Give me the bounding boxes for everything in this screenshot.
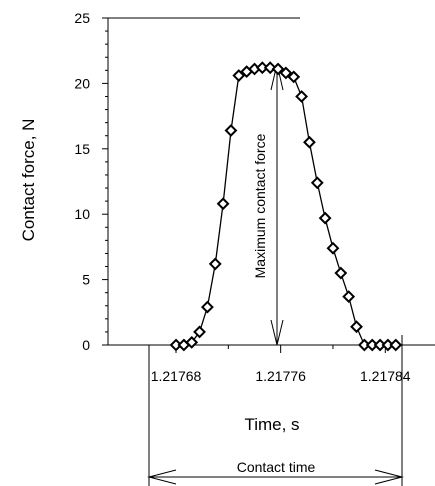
contact-time-arrowhead-right xyxy=(374,469,404,485)
data-point xyxy=(263,61,277,75)
x-ticks: 1.21768 1.21776 1.21784 xyxy=(151,345,411,384)
max-force-label: Maximum contact force xyxy=(252,133,268,278)
data-point xyxy=(185,335,199,349)
data-point xyxy=(271,62,285,76)
data-point xyxy=(193,325,206,339)
max-force-arrowhead-bottom xyxy=(270,319,284,346)
data-point xyxy=(389,338,403,352)
data-point xyxy=(295,90,308,103)
data-point xyxy=(310,176,324,190)
data-point xyxy=(200,300,214,314)
x-tick-label: 1.21776 xyxy=(255,368,306,384)
y-tick-label: 25 xyxy=(74,10,90,26)
y-axis-label: Contact force, N xyxy=(19,119,38,242)
data-point xyxy=(287,70,301,84)
x-tick-label: 1.21784 xyxy=(360,368,411,384)
data-point xyxy=(334,266,348,280)
x-tick-label: 1.21768 xyxy=(151,368,202,384)
y-tick-label: 20 xyxy=(74,75,90,91)
series-contact-force xyxy=(169,61,403,352)
max-force-annotation: Maximum contact force xyxy=(252,63,284,346)
data-point xyxy=(216,197,230,211)
data-point xyxy=(232,69,246,82)
contact-time-annotation: Contact time xyxy=(147,335,404,486)
y-tick-label: 15 xyxy=(74,141,90,157)
y-tick-label: 0 xyxy=(82,337,90,353)
contact-time-label: Contact time xyxy=(237,459,316,475)
y-ticks: 0 5 10 15 20 25 xyxy=(74,10,108,353)
y-tick-label: 10 xyxy=(74,206,90,222)
data-point xyxy=(208,257,222,271)
data-point xyxy=(318,211,332,225)
data-point xyxy=(303,135,316,149)
y-tick-label: 5 xyxy=(82,272,90,288)
data-point xyxy=(350,320,363,334)
data-point xyxy=(279,66,293,80)
data-point xyxy=(326,241,340,255)
x-axis-label: Time, s xyxy=(244,415,299,434)
data-point xyxy=(224,124,238,137)
data-point xyxy=(342,290,356,304)
contact-time-arrowhead-left xyxy=(147,469,177,485)
